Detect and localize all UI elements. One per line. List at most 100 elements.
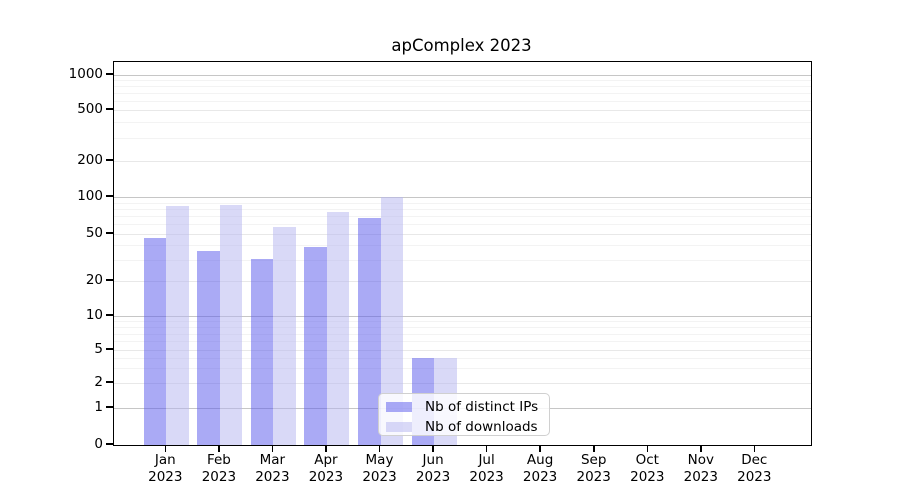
bar-distinct-ips-apr (304, 246, 327, 445)
x-tick-mark-apr (325, 445, 327, 452)
x-tick-label-may: May 2023 (348, 452, 412, 485)
x-tick-month: Aug (526, 452, 554, 468)
gridline-200 (114, 161, 811, 162)
bar-downloads-mar (273, 227, 296, 445)
y-tick-label-0: 0 (94, 436, 103, 452)
y-tick-label-500: 500 (77, 101, 103, 117)
gridline-minor-8 (114, 326, 811, 328)
x-tick-label-feb: Feb 2023 (187, 452, 251, 485)
x-tick-label-oct: Oct 2023 (615, 452, 679, 485)
gridline-minor-700 (114, 93, 811, 94)
y-tick-label-1: 1 (94, 399, 103, 415)
legend-swatch-downloads (386, 421, 412, 432)
x-tick-year: 2023 (737, 468, 772, 485)
y-tick-mark-0 (106, 443, 113, 445)
gridline-minor-60 (114, 224, 811, 226)
x-tick-year: 2023 (522, 468, 558, 485)
gridline-minor-800 (114, 86, 811, 88)
legend-entry-downloads: Nb of downloads (386, 417, 549, 436)
x-tick-year: 2023 (148, 468, 183, 485)
x-tick-month: Sep (580, 452, 607, 468)
bar-distinct-ips-jan (143, 238, 167, 445)
gridline-500 (114, 110, 811, 111)
y-tick-label-2: 2 (94, 374, 103, 390)
gridline-minor-40 (114, 245, 811, 247)
bar-downloads-jan (166, 206, 189, 445)
y-tick-label-200: 200 (77, 152, 103, 168)
y-tick-mark-5 (106, 348, 113, 350)
x-tick-label-apr: Apr 2023 (294, 452, 358, 485)
legend: Nb of distinct IPs Nb of downloads (378, 393, 550, 436)
x-tick-year: 2023 (630, 468, 665, 485)
legend-label-downloads: Nb of downloads (425, 418, 538, 435)
gridline-minor-30 (114, 260, 811, 262)
x-tick-label-mar: Mar 2023 (240, 452, 304, 485)
y-tick-mark-200 (106, 159, 113, 161)
x-tick-year: 2023 (469, 468, 504, 485)
x-tick-mark-oct (646, 445, 648, 452)
bar-downloads-may (380, 197, 403, 445)
x-tick-label-jun: Jun 2023 (401, 452, 465, 485)
bar-downloads-feb (219, 205, 243, 445)
gridline-minor-4 (114, 358, 811, 359)
x-tick-mark-jul (485, 445, 488, 452)
x-tick-label-jan: Jan 2023 (133, 452, 197, 485)
bar-distinct-ips-mar (250, 258, 274, 445)
x-tick-month: Feb (206, 452, 231, 468)
gridline-minor-6 (114, 341, 811, 343)
x-tick-year: 2023 (362, 468, 397, 485)
gridline-minor-70 (114, 216, 811, 217)
y-tick-mark-1 (106, 406, 113, 408)
bar-distinct-ips-feb (197, 250, 220, 445)
gridline-50 (114, 234, 811, 235)
x-tick-month: Apr (314, 452, 338, 468)
gridline-20 (114, 281, 811, 282)
legend-entry-distinct-ips: Nb of distinct IPs (386, 397, 549, 416)
y-tick-label-5: 5 (94, 341, 103, 357)
gridline-minor-7 (114, 333, 811, 335)
gridline-minor-3 (114, 368, 811, 370)
gridline-10 (114, 315, 811, 317)
gridline-100 (114, 196, 811, 198)
gridline-minor-90 (114, 202, 811, 204)
gridline-minor-600 (114, 100, 811, 102)
chart-title: apComplex 2023 (391, 36, 532, 55)
y-tick-mark-100 (106, 195, 113, 197)
gridline-minor-80 (114, 208, 811, 210)
x-tick-mark-mar (271, 445, 274, 452)
x-tick-label-dec: Dec 2023 (722, 452, 786, 485)
x-tick-mark-aug (539, 445, 541, 452)
x-tick-month: Jun (422, 452, 444, 468)
x-tick-mark-jan (164, 445, 167, 452)
plot-area: Nb of distinct IPs Nb of downloads (113, 61, 812, 446)
y-tick-mark-500 (106, 108, 113, 110)
x-tick-year: 2023 (308, 468, 344, 485)
x-tick-label-jul: Jul 2023 (455, 452, 519, 485)
x-tick-month: Nov (687, 452, 714, 468)
x-tick-month: Jul (478, 452, 495, 468)
x-tick-month: May (365, 452, 394, 468)
y-tick-label-50: 50 (85, 225, 103, 241)
y-tick-mark-2 (106, 381, 113, 383)
x-tick-month: Oct (635, 452, 659, 468)
y-tick-label-10: 10 (85, 307, 103, 323)
y-tick-label-1000: 1000 (68, 66, 103, 82)
legend-swatch-distinct-ips (386, 401, 412, 412)
x-tick-mark-sep (593, 445, 595, 452)
gridline-1000 (114, 74, 811, 76)
x-tick-month: Mar (259, 452, 286, 468)
x-tick-mark-feb (218, 445, 220, 452)
x-tick-year: 2023 (415, 468, 451, 485)
x-tick-year: 2023 (201, 468, 237, 485)
x-tick-year: 2023 (683, 468, 718, 485)
y-tick-label-100: 100 (77, 188, 103, 204)
bar-downloads-apr (326, 212, 350, 445)
gridline-minor-900 (114, 80, 811, 82)
gridline-minor-400 (114, 122, 811, 124)
x-tick-mark-dec (753, 445, 756, 452)
x-tick-month: Dec (741, 452, 768, 468)
x-tick-mark-jun (432, 445, 434, 452)
y-tick-mark-50 (106, 232, 113, 234)
x-tick-label-sep: Sep 2023 (562, 452, 626, 485)
